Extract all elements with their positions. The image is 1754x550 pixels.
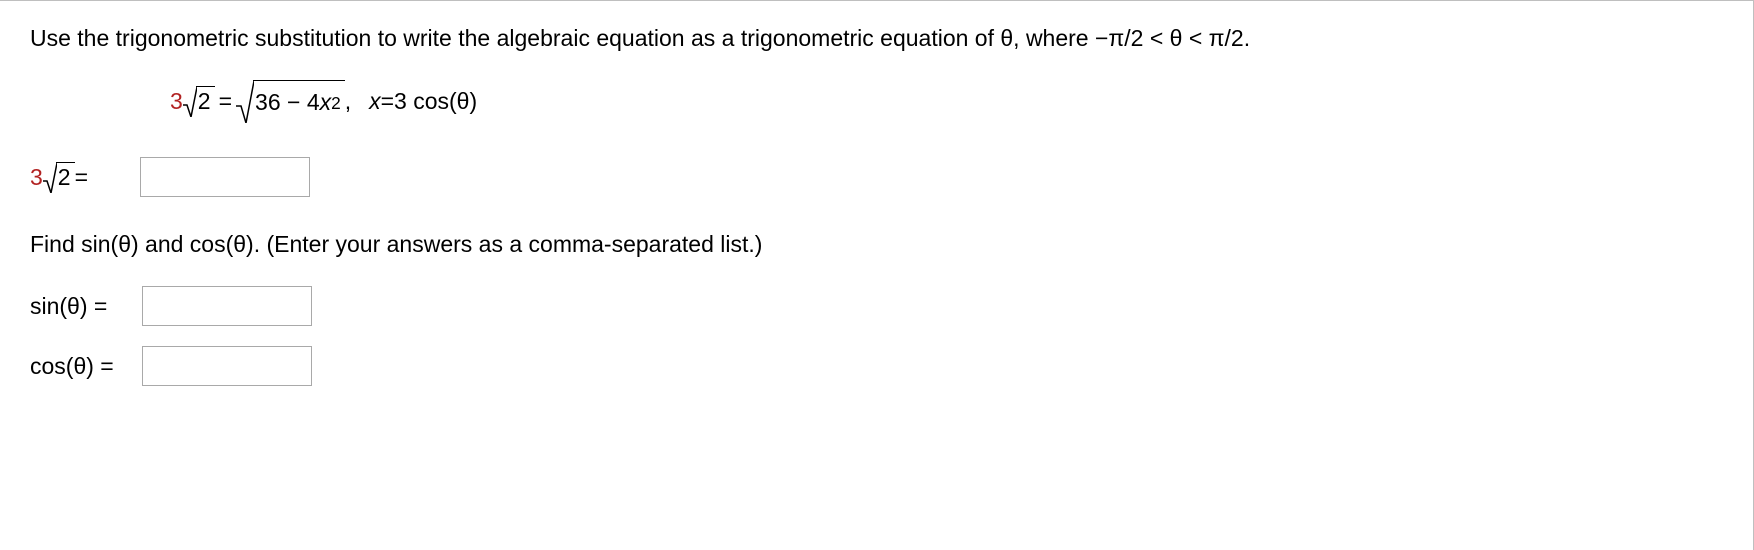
rhs-radicand: 36 − 4x2 — [253, 80, 345, 123]
radical-icon — [183, 87, 197, 117]
rhs-var: x — [320, 90, 332, 115]
lhs-radicand: 2 — [196, 86, 215, 117]
instruction-2: Find sin(θ) and cos(θ). (Enter your answ… — [30, 231, 1723, 258]
answer-1-coef: 3 — [30, 164, 43, 191]
cos-label: cos(θ) = — [30, 353, 142, 380]
answer-1-eq: = — [75, 164, 88, 191]
sub-var: x — [369, 88, 381, 115]
rhs-sqrt: 36 − 4x2 — [236, 80, 345, 123]
answer-1-radicand: 2 — [56, 162, 75, 193]
question-container: Use the trigonometric substitution to wr… — [0, 0, 1754, 550]
radical-icon — [43, 163, 57, 193]
rhs-const: 36 − 4 — [255, 90, 320, 115]
answer-1-row: 3 2 = — [30, 157, 1723, 197]
sin-label: sin(θ) = — [30, 293, 142, 320]
answer-1-sqrt: 2 — [43, 162, 75, 193]
equals: = — [219, 88, 232, 115]
cos-input[interactable] — [142, 346, 312, 386]
answer-1-label: 3 2 = — [30, 162, 140, 193]
sin-row: sin(θ) = — [30, 286, 1723, 326]
sub-rhs: 3 cos(θ) — [394, 88, 477, 115]
lhs-sqrt: 2 — [183, 86, 215, 117]
comma: , — [345, 88, 351, 115]
instruction-2-text: Find sin(θ) and cos(θ). (Enter your answ… — [30, 231, 762, 258]
instruction-1-text: Use the trigonometric substitution to wr… — [30, 25, 1250, 52]
equation-display: 3 2 = 36 − 4x2 , x = 3 cos(θ) — [30, 80, 1723, 123]
sin-input[interactable] — [142, 286, 312, 326]
instruction-1: Use the trigonometric substitution to wr… — [30, 25, 1723, 52]
radical-icon — [236, 81, 254, 123]
cos-row: cos(θ) = — [30, 346, 1723, 386]
lhs-coefficient: 3 — [170, 88, 183, 115]
answer-1-input[interactable] — [140, 157, 310, 197]
sub-eq: = — [381, 88, 394, 115]
